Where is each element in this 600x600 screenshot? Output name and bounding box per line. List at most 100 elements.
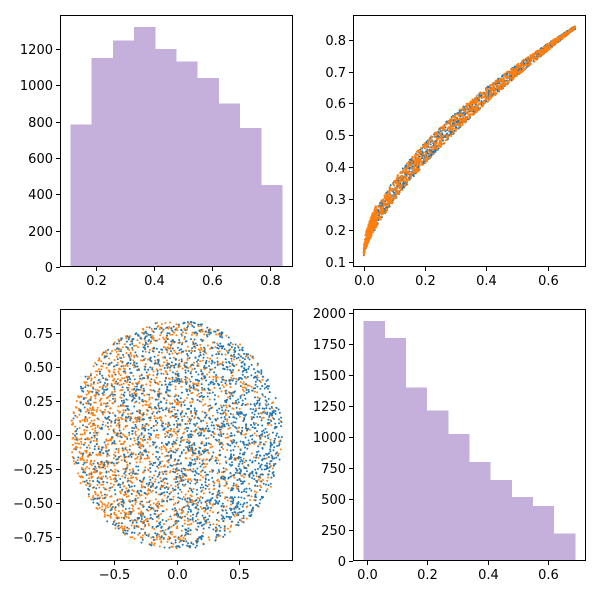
scatter-point (414, 158, 417, 161)
scatter-point (161, 470, 164, 473)
scatter-point (396, 182, 399, 185)
scatter-point (255, 475, 258, 478)
scatter-series (362, 25, 576, 256)
scatter-point (216, 479, 219, 482)
scatter-point (260, 486, 263, 489)
scatter-point (449, 132, 452, 135)
scatter-point (250, 452, 253, 455)
scatter-point (192, 488, 195, 491)
scatter-point (437, 128, 440, 131)
scatter-point (187, 420, 190, 423)
scatter-point (126, 451, 129, 454)
scatter-point (245, 506, 248, 509)
scatter-point (113, 371, 116, 374)
scatter-point (70, 419, 73, 422)
scatter-point (532, 54, 535, 57)
scatter-point (185, 332, 188, 335)
scatter-point (366, 239, 369, 242)
scatter-point (173, 535, 176, 538)
axes-frame (60, 15, 293, 267)
scatter-point (449, 118, 452, 121)
scatter-point (487, 97, 490, 100)
scatter-point (106, 465, 109, 468)
scatter-point (223, 527, 226, 530)
scatter-point (206, 462, 209, 465)
scatter-point (112, 395, 115, 398)
scatter-point (177, 447, 180, 450)
scatter-point (435, 134, 438, 137)
scatter-point (141, 404, 144, 407)
scatter-point (161, 498, 164, 501)
scatter-point (197, 426, 200, 429)
scatter-point (466, 115, 469, 118)
scatter-point (231, 374, 234, 377)
scatter-point (452, 125, 455, 128)
scatter-point (494, 89, 497, 92)
scatter-point (100, 397, 103, 400)
scatter-point (109, 407, 112, 410)
scatter-point (482, 101, 485, 104)
scatter-point (399, 172, 402, 175)
scatter-point (173, 514, 176, 517)
scatter-point (445, 132, 448, 135)
scatter-point (100, 368, 103, 371)
scatter-point (98, 357, 101, 360)
scatter-point (217, 440, 220, 443)
scatter-point (148, 457, 151, 460)
scatter-point (369, 217, 372, 220)
scatter-point (265, 457, 268, 460)
scatter-point (494, 93, 497, 96)
scatter-point (572, 26, 575, 29)
scatter-point (569, 30, 572, 33)
scatter-point (500, 79, 503, 82)
scatter-point (199, 360, 202, 363)
scatter-point (248, 384, 251, 387)
scatter-point (144, 466, 147, 469)
scatter-point (402, 170, 405, 173)
scatter-point (261, 479, 264, 482)
scatter-point (407, 173, 410, 176)
scatter-point (145, 383, 148, 386)
scatter-point (146, 493, 149, 496)
scatter-point (99, 404, 102, 407)
scatter-point (96, 406, 99, 409)
scatter-point (128, 468, 131, 471)
scatter-point (472, 99, 475, 102)
scatter-point (149, 388, 152, 391)
scatter-point (148, 475, 151, 478)
scatter-point (249, 354, 252, 357)
scatter-point (78, 475, 81, 478)
scatter-point (102, 420, 105, 423)
scatter-point (181, 367, 184, 370)
scatter-point (250, 495, 253, 498)
scatter-point (201, 359, 204, 362)
scatter-point (189, 478, 192, 481)
scatter-point (226, 419, 229, 422)
scatter-point (199, 343, 202, 346)
scatter-point (131, 507, 134, 510)
scatter-point (175, 334, 178, 337)
scatter-point (196, 518, 199, 521)
scatter-point (269, 485, 272, 488)
scatter-point (422, 144, 425, 147)
scatter-point (107, 514, 110, 517)
scatter-point (545, 46, 548, 49)
scatter-point (242, 388, 245, 391)
scatter-point (103, 515, 106, 518)
scatter-point (221, 384, 224, 387)
scatter-point (471, 109, 474, 112)
scatter-point (114, 509, 117, 512)
scatter-point (147, 468, 150, 471)
scatter-point (123, 343, 126, 346)
scatter-point (396, 176, 399, 179)
scatter-point (160, 512, 163, 515)
scatter-point (129, 352, 132, 355)
scatter-point (134, 457, 137, 460)
scatter-point (169, 347, 172, 350)
scatter-point (458, 125, 461, 128)
scatter-point (113, 377, 116, 380)
scatter-point (554, 37, 557, 40)
scatter-point (135, 494, 138, 497)
scatter-point (181, 507, 184, 510)
scatter-point (135, 476, 138, 479)
